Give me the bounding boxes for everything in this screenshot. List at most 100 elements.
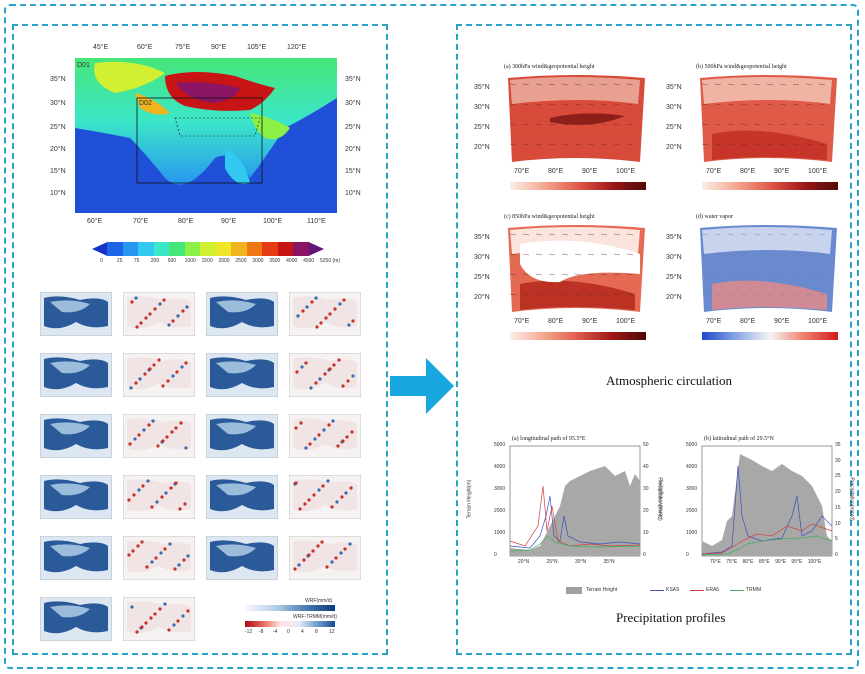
flow-arrow bbox=[390, 358, 454, 414]
tick-label: 80°E bbox=[178, 218, 194, 225]
colorbar-ticks: 0 25 75 200 500 1000 1500 2000 2500 3000 3500 4000 4… bbox=[92, 258, 352, 268]
tick-label: 35°N bbox=[50, 76, 66, 83]
map-title: (c) 850hPa wind&geopotential height bbox=[504, 214, 595, 220]
terrain-map: D01 D02 bbox=[75, 58, 337, 213]
profile-yleft-tick: 5000 bbox=[686, 442, 698, 448]
profile-yright-tick: 0 bbox=[643, 552, 646, 558]
profile-yleft-tick: 2000 bbox=[686, 508, 698, 514]
profile-xtick: 85°E bbox=[758, 559, 770, 565]
thumb-map-precip bbox=[205, 474, 279, 520]
thumb-map-precip bbox=[39, 291, 113, 337]
thumb-graphic bbox=[122, 352, 196, 398]
thumb-map-difference bbox=[288, 291, 362, 337]
colorbar-tick: 1500 bbox=[201, 258, 213, 264]
thumb-graphic bbox=[205, 535, 279, 581]
legend-tick: -12 bbox=[245, 629, 253, 635]
thumb-map-difference bbox=[122, 352, 196, 398]
profile-xtick: 90°E bbox=[775, 559, 787, 565]
precipitation-profiles: (a) longitudinal path of 95.5°E 20°N 25°N 3… bbox=[466, 432, 854, 592]
colorbar-segment bbox=[246, 242, 263, 256]
terrain-area bbox=[510, 466, 640, 556]
circulation-map-1: (b) 500hPa wind&geopotential height 35°N 3… bbox=[662, 64, 847, 204]
profile-yright-tick: 5 bbox=[835, 536, 838, 543]
profile-yleft-tick: 3000 bbox=[686, 486, 698, 492]
map-lon-label: 100°E bbox=[808, 168, 828, 175]
colorbar-segment bbox=[122, 242, 139, 256]
legend-line-ksas bbox=[650, 590, 664, 591]
tick-label: 60°E bbox=[87, 218, 103, 225]
thumb-graphic bbox=[39, 474, 113, 520]
profile-yleft-label: Terrain Height(m) bbox=[466, 479, 473, 519]
tick-label: 75°E bbox=[175, 44, 191, 51]
map-graphic bbox=[508, 75, 645, 162]
thumb-graphic bbox=[288, 474, 362, 520]
terrain-colorbar bbox=[92, 242, 325, 256]
map-lat-label: 30°N bbox=[666, 254, 682, 261]
domain-inner-label: D02 bbox=[139, 100, 152, 107]
tick-label: 110°E bbox=[307, 218, 326, 225]
colorbar-segment bbox=[169, 242, 185, 256]
thumb-graphic bbox=[122, 291, 196, 337]
tick-label: 10°N bbox=[50, 190, 66, 197]
profile-xtick: 30°N bbox=[575, 559, 587, 565]
profile-yright-tick: 10 bbox=[643, 530, 649, 536]
map-lon-label: 70°E bbox=[514, 318, 530, 325]
map-lon-label: 100°E bbox=[616, 168, 636, 175]
thumb-graphic bbox=[205, 291, 279, 337]
tick-label: 70°E bbox=[133, 218, 149, 225]
colorbar-segment bbox=[184, 242, 201, 256]
profile-yleft-tick: 0 bbox=[686, 552, 689, 558]
legend-label-ksas: KSAS bbox=[666, 587, 680, 593]
profile-yright-label: Precipitation(mm/d) bbox=[848, 477, 855, 521]
circulation-map-3: (d) water vapor 35°N 30°N 25°N 20°N 70°E 80°E 9… bbox=[662, 214, 847, 354]
thumb-graphic bbox=[205, 413, 279, 459]
profile-legend: Terrain Height KSAS ERA5 TRMM bbox=[566, 585, 806, 597]
map-title: (d) water vapor bbox=[696, 214, 733, 220]
map-colorbar bbox=[702, 332, 838, 340]
tick-label: 45°E bbox=[93, 44, 109, 51]
thumb-graphic bbox=[122, 535, 196, 581]
profile-yright-tick: 50 bbox=[643, 442, 649, 448]
thumb-map-precip bbox=[39, 535, 113, 581]
terrain-right-axis: 35°N 30°N 25°N 20°N 15°N 10°N bbox=[345, 58, 371, 213]
legend-label-wrf: WRF(mm/d) bbox=[305, 598, 333, 604]
profile-xtick: 20°N bbox=[518, 559, 530, 565]
colorbar-tick: 4500 bbox=[303, 258, 315, 264]
thumb-graphic bbox=[39, 596, 113, 642]
map-lon-label: 90°E bbox=[582, 318, 598, 325]
circulation-map-2: (c) 850hPa wind&geopotential height 35°N 3… bbox=[470, 214, 655, 354]
profile-xtick: 100°E bbox=[807, 559, 822, 565]
colorbar-segment bbox=[262, 242, 278, 256]
map-colorbar bbox=[510, 182, 646, 190]
circulation-map-0: (a) 300hPa wind&geopotential height 35°N 3… bbox=[470, 64, 655, 204]
map-lon-label: 80°E bbox=[548, 318, 564, 325]
profile-yleft-tick: 4000 bbox=[494, 464, 506, 470]
profile-yright-tick: 35 bbox=[835, 442, 841, 448]
profile-graphic bbox=[509, 445, 641, 557]
map-lon-label: 80°E bbox=[548, 168, 564, 175]
thumb-graphic bbox=[39, 291, 113, 337]
map-colorbar bbox=[510, 332, 646, 340]
colorbar-tick: 0 bbox=[100, 258, 103, 264]
thumb-map-difference bbox=[122, 413, 196, 459]
colorbar-tick: 75 bbox=[133, 258, 140, 264]
profile-xtick: 80°E bbox=[742, 559, 754, 565]
map-lat-label: 30°N bbox=[666, 104, 682, 111]
profile-title: (a) longitudinal path of 95.5°E bbox=[512, 436, 586, 442]
colorbar-tick: 4000 bbox=[286, 258, 298, 264]
map-graphic bbox=[700, 225, 837, 312]
legend-line-trmm bbox=[730, 590, 744, 591]
profile-chart-1: (b) latitudinal path of 29.5°N 70°E 75°E 80… bbox=[658, 432, 854, 582]
colorbar-segment bbox=[308, 242, 325, 256]
thumb-graphic bbox=[288, 413, 362, 459]
tick-label: 60°E bbox=[137, 44, 153, 51]
colorbar-segment bbox=[138, 242, 154, 256]
thumb-graphic bbox=[288, 352, 362, 398]
profile-yleft-tick: 4000 bbox=[686, 464, 698, 470]
tick-label: 20°N bbox=[345, 146, 361, 153]
atmos-caption: Atmospheric circulation bbox=[606, 373, 732, 388]
domain-outer-label: D01 bbox=[77, 62, 90, 69]
tick-label: 90°E bbox=[211, 44, 227, 51]
colorbar-segment bbox=[92, 242, 108, 256]
colorbar-tick: 25 bbox=[116, 258, 123, 264]
